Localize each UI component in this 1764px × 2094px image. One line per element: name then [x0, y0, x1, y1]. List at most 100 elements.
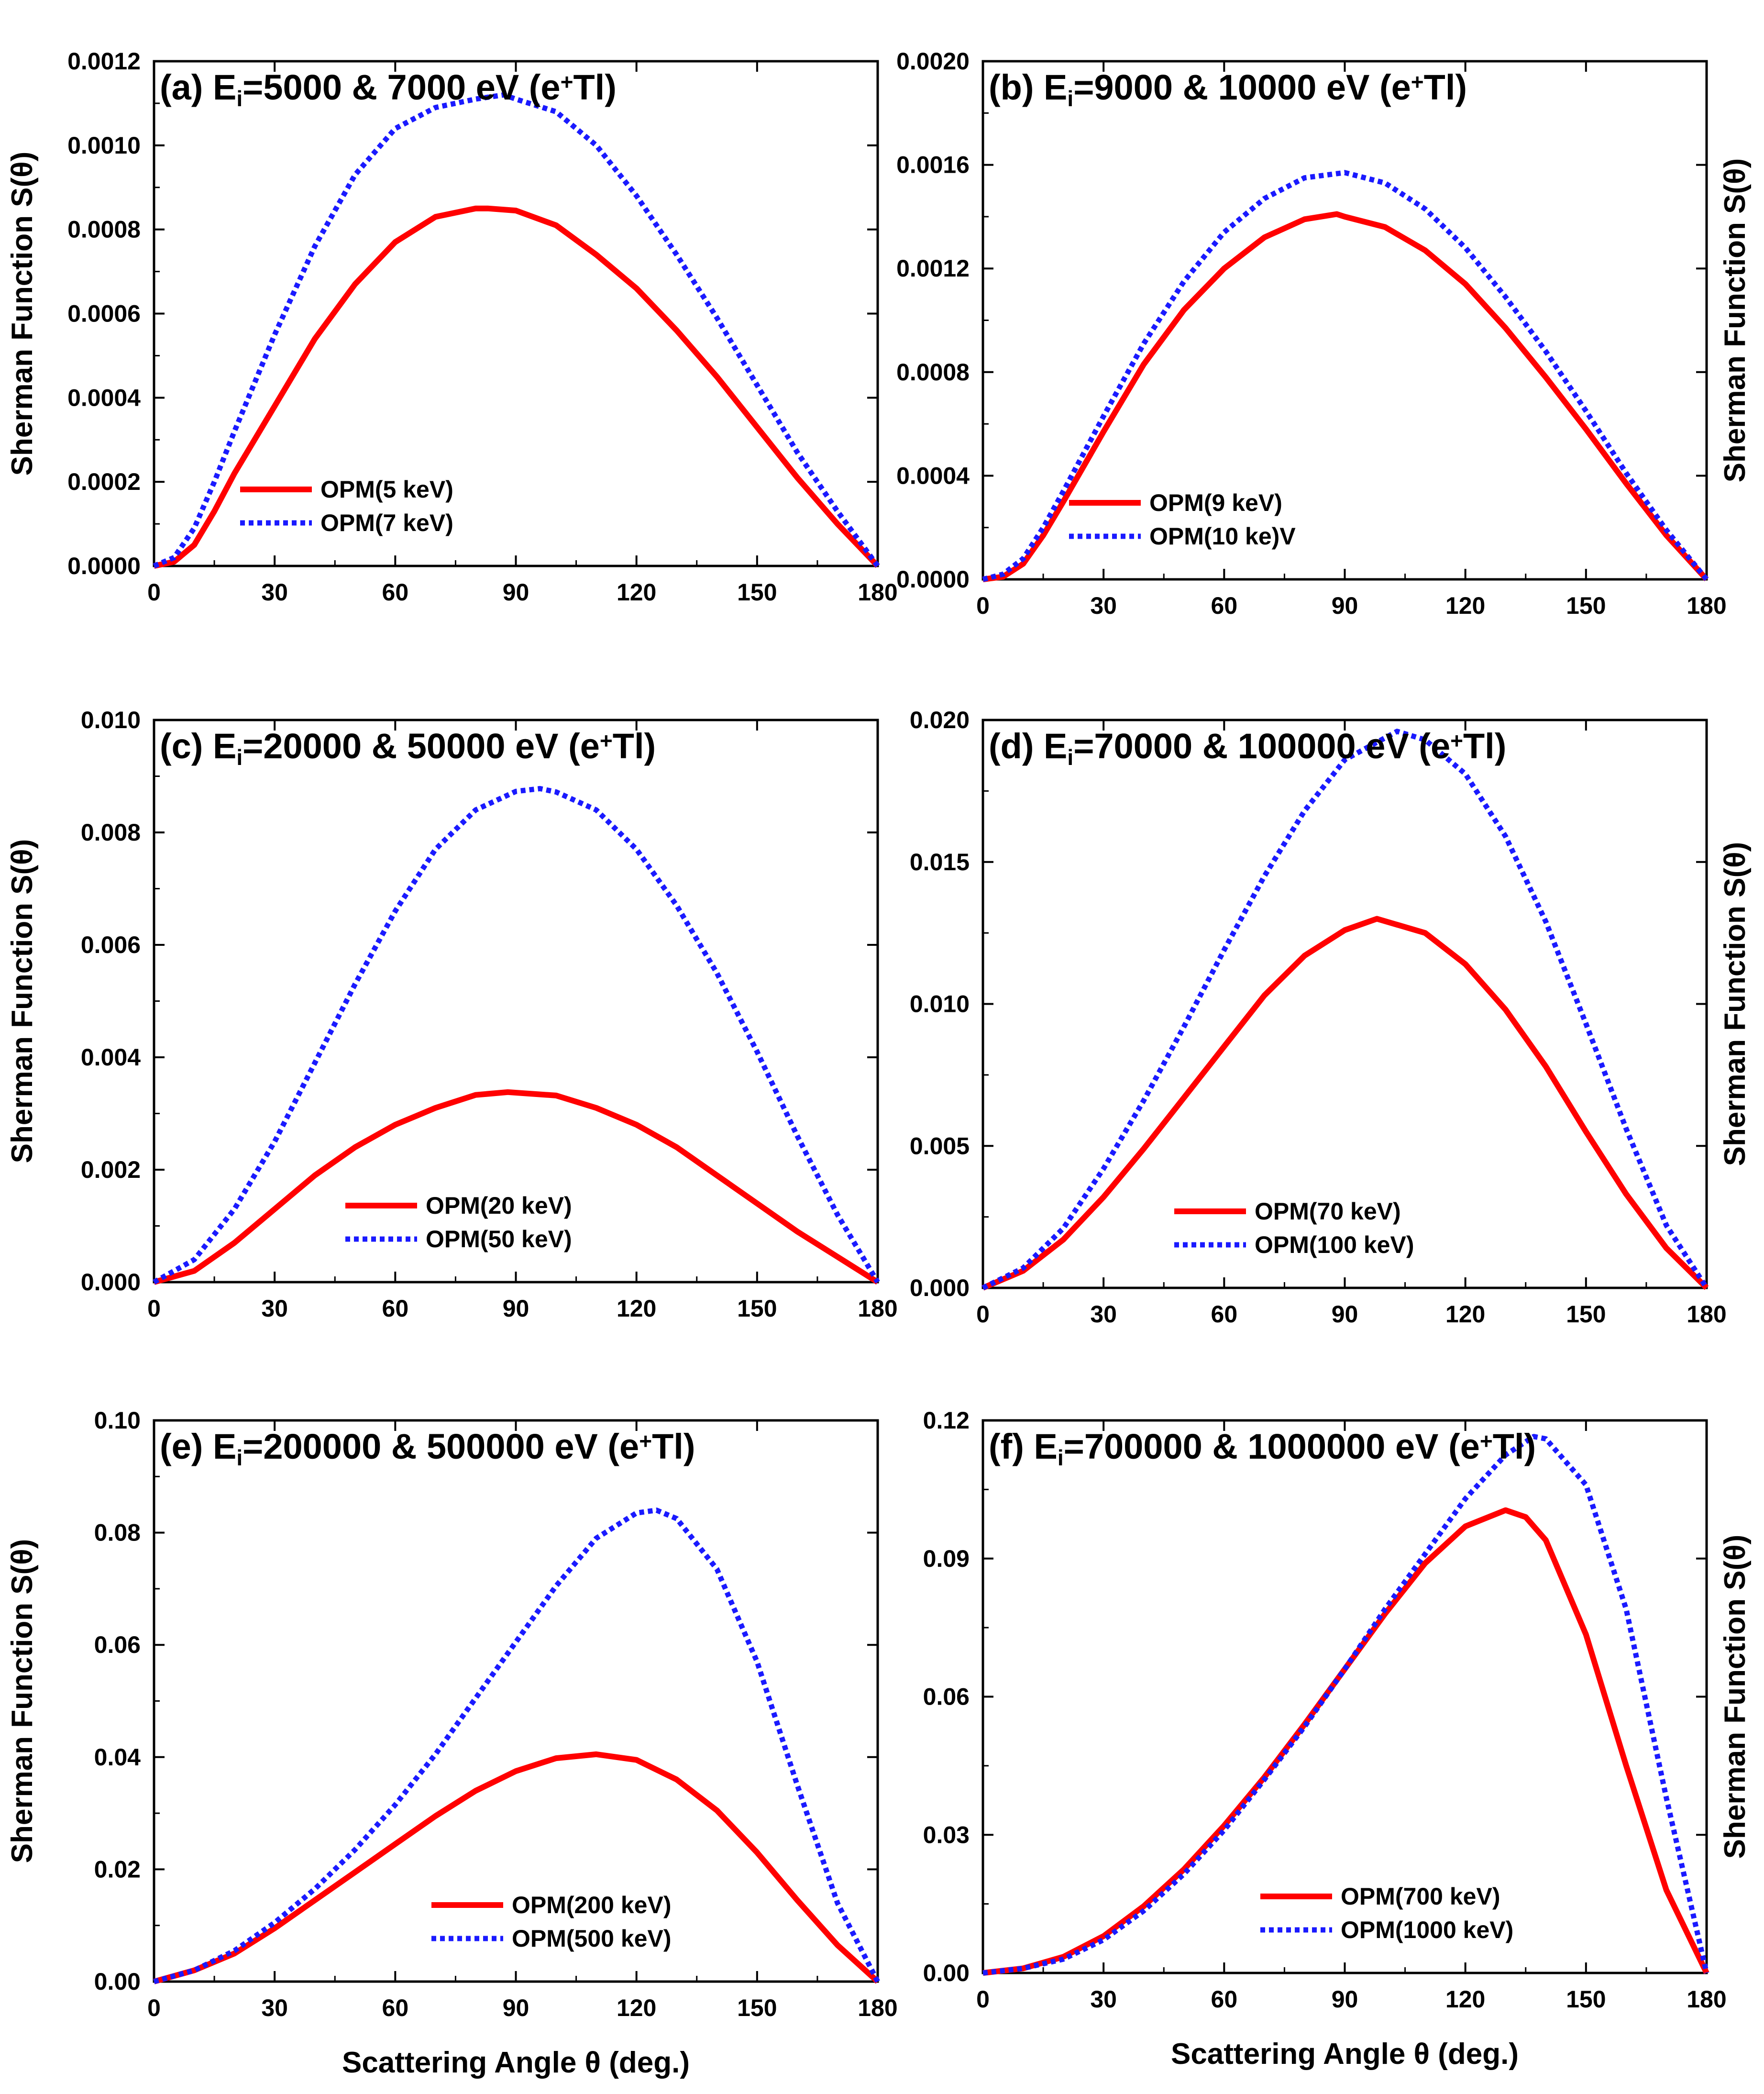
y-tick-label: 0.0008	[67, 216, 141, 243]
title-part-prefix: (a) E	[160, 67, 236, 107]
x-tick-label: 60	[382, 1295, 409, 1322]
y-axis-label: Sherman Function S(θ)	[1719, 1535, 1752, 1859]
y-tick-label: 0.0002	[67, 468, 141, 495]
panel-c: 0 30 60 90 120 150 180 0.000 0.002 0.004 0.006 0.00…	[6, 707, 898, 1322]
title-part-prefix: (b) E	[989, 67, 1067, 107]
y-tick-label: 0.015	[910, 849, 970, 875]
y-tick-label: 0.0016	[896, 152, 970, 178]
x-tick-label: 30	[261, 1295, 288, 1322]
panel-title: (d) Ei=70000 & 100000 eV (e+Tl)	[989, 726, 1506, 770]
series-line-1	[153, 1089, 880, 1285]
legend-label-2: OPM(100 keV)	[1255, 1231, 1414, 1258]
legend-label-2: OPM(500 keV)	[512, 1925, 671, 1952]
y-tick-label: 0.03	[923, 1821, 970, 1848]
title-part-suffix: Tl)	[573, 67, 616, 107]
title-part-mid: =700000 & 1000000 eV (e	[1064, 1427, 1480, 1466]
title-part-sup: +	[600, 728, 613, 753]
x-tick-label: 150	[737, 1295, 777, 1322]
y-tick-label: 0.0000	[896, 566, 970, 593]
title-part-sub: i	[1067, 86, 1073, 111]
title-part-suffix: Tl)	[613, 726, 656, 766]
x-tick-label: 180	[858, 579, 897, 606]
x-tick-label: 90	[1332, 592, 1358, 619]
x-tick-label: 120	[1445, 1301, 1485, 1328]
panel-a: 0 30 60 90 120 150 180 0.0000 0.0002 0.0004 0.0006…	[6, 48, 898, 606]
x-tick-label: 0	[147, 1994, 161, 2021]
panel-title: (f) Ei=700000 & 1000000 eV (e+Tl)	[989, 1427, 1536, 1470]
x-tick-label: 30	[261, 579, 288, 606]
x-tick-label: 60	[382, 579, 409, 606]
x-tick-label: 180	[858, 1295, 897, 1322]
title-part-mid: =5000 & 7000 eV (e	[243, 67, 560, 107]
y-tick-label: 0.09	[923, 1545, 970, 1572]
x-tick-label: 180	[1687, 1301, 1726, 1328]
legend-label-2: OPM(7 keV)	[320, 510, 453, 536]
title-part-prefix: (f) E	[989, 1427, 1058, 1466]
x-tick-label: 60	[1211, 1301, 1238, 1328]
x-tick-label: 0	[147, 579, 161, 606]
y-tick-label: 0.04	[94, 1744, 141, 1771]
x-tick-label: 180	[858, 1994, 897, 2021]
y-tick-label: 0.00	[94, 1968, 141, 1995]
x-tick-label: 180	[1687, 1986, 1726, 2013]
title-part-mid: =200000 & 500000 eV (e	[243, 1427, 639, 1466]
y-tick-label: 0.0008	[896, 359, 970, 386]
y-tick-label: 0.006	[81, 931, 141, 958]
y-tick-label: 0.08	[94, 1519, 141, 1546]
panel-title: (a) Ei=5000 & 7000 eV (e+Tl)	[160, 67, 617, 111]
y-tick-label: 0.0006	[67, 300, 141, 327]
y-tick-label: 0.0010	[67, 132, 141, 159]
title-part-suffix: Tl)	[1424, 67, 1467, 107]
x-tick-label: 60	[1211, 592, 1238, 619]
legend-label-1: OPM(70 keV)	[1255, 1198, 1401, 1225]
title-part-mid: =20000 & 50000 eV (e	[243, 726, 600, 766]
y-tick-label: 0.0000	[67, 553, 141, 579]
legend-label-1: OPM(700 keV)	[1341, 1883, 1500, 1910]
title-part-suffix: Tl)	[1493, 1427, 1536, 1466]
x-tick-label: 150	[737, 579, 777, 606]
x-tick-label: 60	[382, 1994, 409, 2021]
x-tick-label: 150	[1566, 1301, 1606, 1328]
y-tick-label: 0.0004	[67, 384, 141, 411]
panel-e: 0 30 60 90 120 150 180 0.00 0.02 0.04 0.06 0.08 0.10…	[6, 1407, 898, 2079]
y-tick-label: 0.00	[923, 1960, 970, 1986]
panel-title: (c) Ei=20000 & 50000 eV (e+Tl)	[160, 726, 656, 770]
x-axis-label: Scattering Angle θ (deg.)	[1171, 2038, 1519, 2071]
title-part-prefix: (d) E	[989, 726, 1067, 766]
y-tick-label: 0.06	[923, 1684, 970, 1710]
series-line-1	[981, 916, 1709, 1291]
y-tick-label: 0.0004	[896, 462, 970, 489]
series-line-1	[153, 205, 880, 569]
series-line-2	[982, 1434, 1709, 1976]
x-tick-label: 150	[1566, 592, 1606, 619]
x-tick-label: 0	[976, 1986, 990, 2013]
series-line-2	[153, 786, 880, 1285]
x-tick-label: 0	[147, 1295, 161, 1322]
x-tick-label: 60	[1211, 1986, 1238, 2013]
title-part-prefix: (e) E	[160, 1427, 236, 1466]
y-axis-label: Sherman Function S(θ)	[6, 152, 39, 476]
y-tick-label: 0.002	[81, 1156, 141, 1183]
x-tick-label: 90	[503, 1295, 529, 1322]
y-axis-label: Sherman Function S(θ)	[1719, 842, 1752, 1166]
series-line-1	[153, 1751, 880, 1984]
x-tick-label: 30	[1090, 1986, 1117, 2013]
title-part-sub: i	[236, 86, 243, 111]
y-tick-label: 0.010	[910, 991, 970, 1018]
y-tick-label: 0.02	[94, 1856, 141, 1883]
y-axis-label: Sherman Function S(θ)	[6, 1539, 39, 1863]
x-tick-label: 120	[617, 579, 656, 606]
title-part-sub: i	[236, 1445, 243, 1470]
y-axis-label: Sherman Function S(θ)	[6, 839, 39, 1163]
x-tick-label: 120	[617, 1994, 656, 2021]
x-tick-label: 120	[1445, 1986, 1485, 2013]
x-tick-label: 120	[617, 1295, 656, 1322]
x-tick-label: 150	[1566, 1986, 1606, 2013]
title-part-mid: =9000 & 10000 eV (e	[1073, 67, 1411, 107]
x-tick-label: 0	[976, 1301, 990, 1328]
series-line-2	[981, 729, 1709, 1290]
panel-title: (e) Ei=200000 & 500000 eV (e+Tl)	[160, 1427, 695, 1470]
panel-b: 0 30 60 90 120 150 180 0.0000 0.0004 0.0008 0.0012…	[896, 48, 1752, 619]
legend-label-1: OPM(20 keV)	[426, 1192, 572, 1219]
